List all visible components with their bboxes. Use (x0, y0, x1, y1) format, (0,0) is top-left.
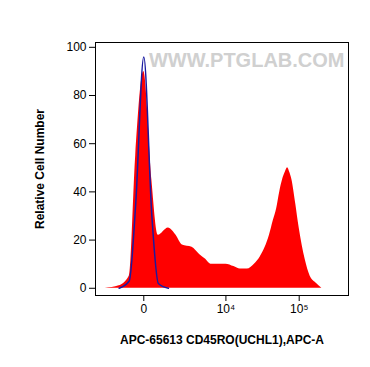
svg-text:20: 20 (73, 233, 87, 247)
svg-text:Relative Cell Number: Relative Cell Number (33, 109, 47, 229)
svg-text:WWW.PTGLAB.COM: WWW.PTGLAB.COM (149, 49, 345, 71)
svg-text:80: 80 (73, 88, 87, 102)
svg-text:0: 0 (80, 281, 87, 295)
svg-text:100: 100 (66, 40, 86, 54)
svg-text:40: 40 (73, 185, 87, 199)
svg-text:60: 60 (73, 137, 87, 151)
svg-text:10⁵: 10⁵ (290, 302, 308, 316)
svg-text:10⁴: 10⁴ (217, 302, 236, 316)
svg-text:0: 0 (140, 302, 147, 316)
svg-text:APC-65613 CD45RO(UCHL1),APC-A: APC-65613 CD45RO(UCHL1),APC-A (120, 333, 324, 347)
